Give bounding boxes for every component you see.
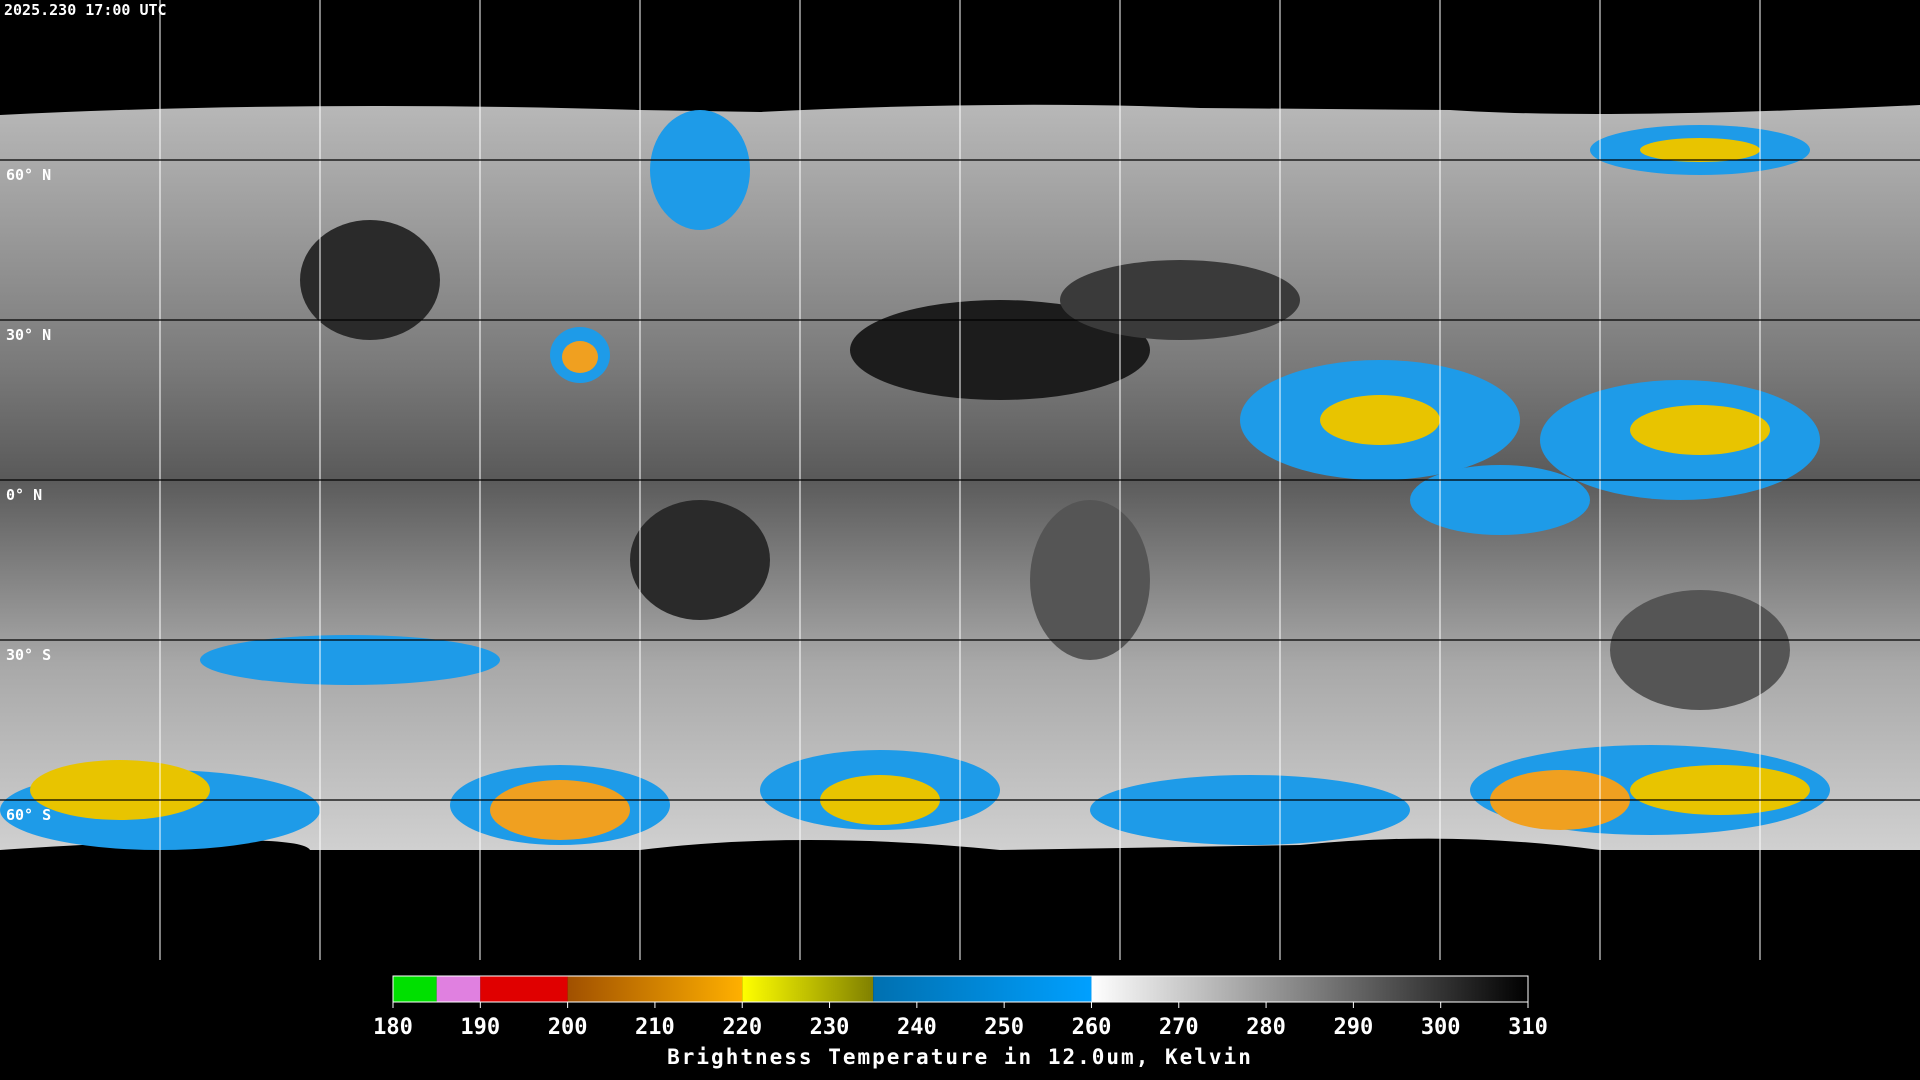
colorbar-tick-label: 190 [460, 1015, 500, 1040]
colorbar-segment [873, 976, 1092, 1002]
colorbar-segment [480, 976, 568, 1002]
latitude-labels: 60° N 30° N 0° N 30° S 60° S [6, 166, 51, 824]
colorbar-tick-label: 280 [1246, 1015, 1286, 1040]
colorbar-segment [742, 976, 874, 1002]
graticule [159, 0, 1761, 960]
colorbar-tick-label: 300 [1421, 1015, 1461, 1040]
latitude-label: 60° S [6, 806, 51, 824]
latitude-label: 0° N [6, 486, 42, 504]
colorbar-tick-label: 180 [373, 1015, 413, 1040]
colorbar-tick-label: 230 [810, 1015, 850, 1040]
colorbar-frame [392, 975, 1529, 1003]
colorbar-tick-label: 260 [1072, 1015, 1112, 1040]
colorbar-tick-label: 250 [984, 1015, 1024, 1040]
colorbar-segment [567, 976, 743, 1002]
latitude-label: 30° S [6, 646, 51, 664]
colorbar-label: Brightness Temperature in 12.0um, Kelvin [667, 1045, 1253, 1069]
colorbar-segment [1091, 976, 1528, 1002]
latitude-label: 30° N [6, 326, 51, 344]
colorbar-tick-label: 220 [722, 1015, 762, 1040]
colorbar-segment [393, 976, 437, 1002]
timestamp: 2025.230 17:00 UTC [4, 1, 167, 19]
colorbar-tick-label: 270 [1159, 1015, 1199, 1040]
colorbar-tick-label: 310 [1508, 1015, 1548, 1040]
colorbar-tick-label: 210 [635, 1015, 675, 1040]
colorbar-tick-label: 240 [897, 1015, 937, 1040]
colorbar-tick-label: 290 [1334, 1015, 1374, 1040]
latitude-label: 60° N [6, 166, 51, 184]
colorbar: 180 190 200 210 220 230 240 250 260 270 280 290 300 3… [373, 975, 1548, 1040]
colorbar-tick-label: 200 [548, 1015, 588, 1040]
colorbar-segment [436, 976, 481, 1002]
